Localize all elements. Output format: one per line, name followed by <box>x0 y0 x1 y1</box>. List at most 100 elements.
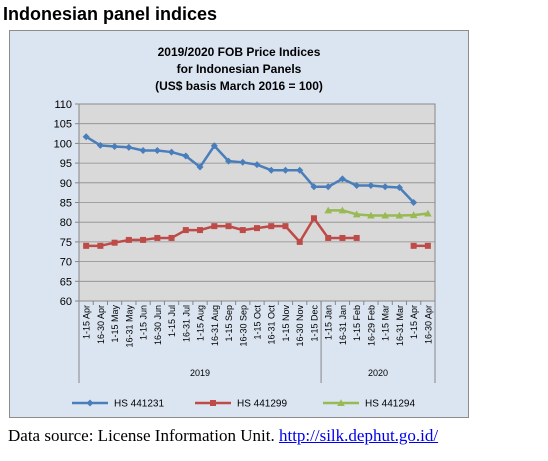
y-tick-label: 70 <box>60 257 72 269</box>
point-hs-441294 <box>338 206 347 214</box>
point-hs-441231 <box>367 182 375 190</box>
point-hs-441231 <box>253 161 261 169</box>
x-tick-label: 1-15 Jul <box>167 305 177 337</box>
point-hs-441299 <box>424 242 431 249</box>
point-hs-441299 <box>282 223 289 230</box>
y-tick-label: 100 <box>54 138 72 150</box>
point-hs-441299 <box>268 223 275 230</box>
point-hs-441231 <box>395 184 403 192</box>
point-hs-441231 <box>324 183 332 191</box>
legend-label: HS 441231 <box>114 399 164 410</box>
x-tick-label: 16-29 Feb <box>366 305 376 346</box>
x-tick-label: 1-15 Dec <box>309 305 319 342</box>
point-hs-441231 <box>381 183 389 191</box>
point-hs-441299 <box>83 242 90 249</box>
point-hs-441231 <box>82 133 90 141</box>
point-hs-441299 <box>210 400 216 406</box>
x-tick-label: 16-30 Apr <box>96 305 106 344</box>
x-tick-label: 1-15 Aug <box>196 305 206 341</box>
legend-label: HS 441294 <box>365 399 415 410</box>
point-hs-441299 <box>154 234 161 241</box>
point-hs-441299 <box>111 239 118 246</box>
point-hs-441299 <box>296 238 303 245</box>
point-hs-441294 <box>367 211 375 219</box>
y-tick-label: 105 <box>54 119 72 131</box>
point-hs-441294 <box>424 209 432 217</box>
point-hs-441231 <box>410 199 418 206</box>
x-tick-label: 16-30 Apr <box>423 305 433 344</box>
point-hs-441299 <box>254 225 260 232</box>
x-tick-label: 16-31 Aug <box>210 305 220 346</box>
point-hs-441231 <box>267 166 275 174</box>
source-link[interactable]: http://silk.dephut.go.id/ <box>278 426 439 445</box>
year-label: 2019 <box>190 368 210 378</box>
source-label: Data source: License Information Unit. <box>8 426 275 445</box>
point-hs-441294 <box>395 211 404 219</box>
point-hs-441294 <box>381 211 389 219</box>
point-hs-441231 <box>296 166 304 174</box>
point-hs-441299 <box>339 234 346 241</box>
x-tick-label: 16-31 Jan <box>338 305 348 345</box>
legend-label: HS 441299 <box>237 399 287 410</box>
y-tick-label: 75 <box>60 237 72 249</box>
y-tick-label: 80 <box>60 217 72 229</box>
point-hs-441299 <box>325 234 332 241</box>
year-label: 2020 <box>368 368 388 378</box>
point-hs-441299 <box>239 227 246 234</box>
point-hs-441231 <box>310 183 318 191</box>
point-hs-441231 <box>210 142 218 150</box>
point-hs-441231 <box>225 157 233 165</box>
line-chart: 2019/2020 FOB Price Indices for Indonesia… <box>54 45 436 410</box>
point-hs-441299 <box>182 227 189 234</box>
x-tick-label: 1-15 Feb <box>352 305 362 341</box>
point-hs-441231 <box>239 158 247 166</box>
chart-subtitle: for Indonesian Panels <box>177 62 302 76</box>
x-tick-label: 1-15 Jun <box>139 305 149 340</box>
x-tick-label: 1-15 Apr <box>409 305 419 339</box>
x-tick-label: 1-15 Jan <box>324 305 334 340</box>
y-tick-label: 60 <box>60 296 72 308</box>
x-tick-label: 16-31 Oct <box>267 305 277 345</box>
x-tick-label: 16-31 Jul <box>181 305 191 342</box>
x-tick-label: 16-30 Nov <box>295 305 305 347</box>
y-tick-label: 90 <box>60 178 72 190</box>
point-hs-441231 <box>96 141 104 149</box>
point-hs-441299 <box>168 234 175 241</box>
point-hs-441294 <box>409 211 418 219</box>
point-hs-441231 <box>111 143 119 151</box>
chart-frame: 2019/2020 FOB Price Indices for Indonesia… <box>9 30 469 418</box>
point-hs-441231 <box>168 148 176 156</box>
point-hs-441299 <box>140 236 147 243</box>
point-hs-441231 <box>139 146 147 154</box>
point-hs-441299 <box>310 215 317 222</box>
point-hs-441299 <box>211 223 218 230</box>
point-hs-441231 <box>182 152 190 160</box>
point-hs-441299 <box>125 236 132 243</box>
point-hs-441231 <box>353 182 361 190</box>
point-hs-441299 <box>97 242 104 249</box>
point-hs-441231 <box>125 143 133 151</box>
x-tick-label: 1-15 Mar <box>381 305 391 341</box>
point-hs-441299 <box>410 242 417 249</box>
point-hs-441231 <box>86 399 94 407</box>
point-hs-441294 <box>324 206 332 214</box>
page-heading: Indonesian panel indices <box>3 4 218 24</box>
x-tick-label: 1-15 May <box>110 305 120 343</box>
y-tick-label: 65 <box>60 276 72 288</box>
x-tick-label: 1-15 Sep <box>224 305 234 342</box>
point-hs-441294 <box>337 399 345 406</box>
x-tick-label: 1-15 Nov <box>281 305 291 342</box>
y-tick-label: 110 <box>54 99 72 111</box>
x-tick-label: 16-30 Jun <box>153 305 163 345</box>
x-tick-label: 1-15 Apr <box>82 305 92 339</box>
point-hs-441231 <box>281 166 289 174</box>
point-hs-441231 <box>153 146 161 154</box>
point-hs-441294 <box>352 210 361 218</box>
x-tick-label: 16-31 May <box>124 305 134 348</box>
data-source-note: Data source: License Information Unit. h… <box>8 426 438 446</box>
y-tick-label: 95 <box>60 158 72 170</box>
y-tick-label: 85 <box>60 198 72 210</box>
x-tick-label: 16-30 Sep <box>238 305 248 347</box>
chart-subtitle-basis: (US$ basis March 2016 = 100) <box>155 79 323 93</box>
x-tick-label: 16-31 Mar <box>395 305 405 346</box>
